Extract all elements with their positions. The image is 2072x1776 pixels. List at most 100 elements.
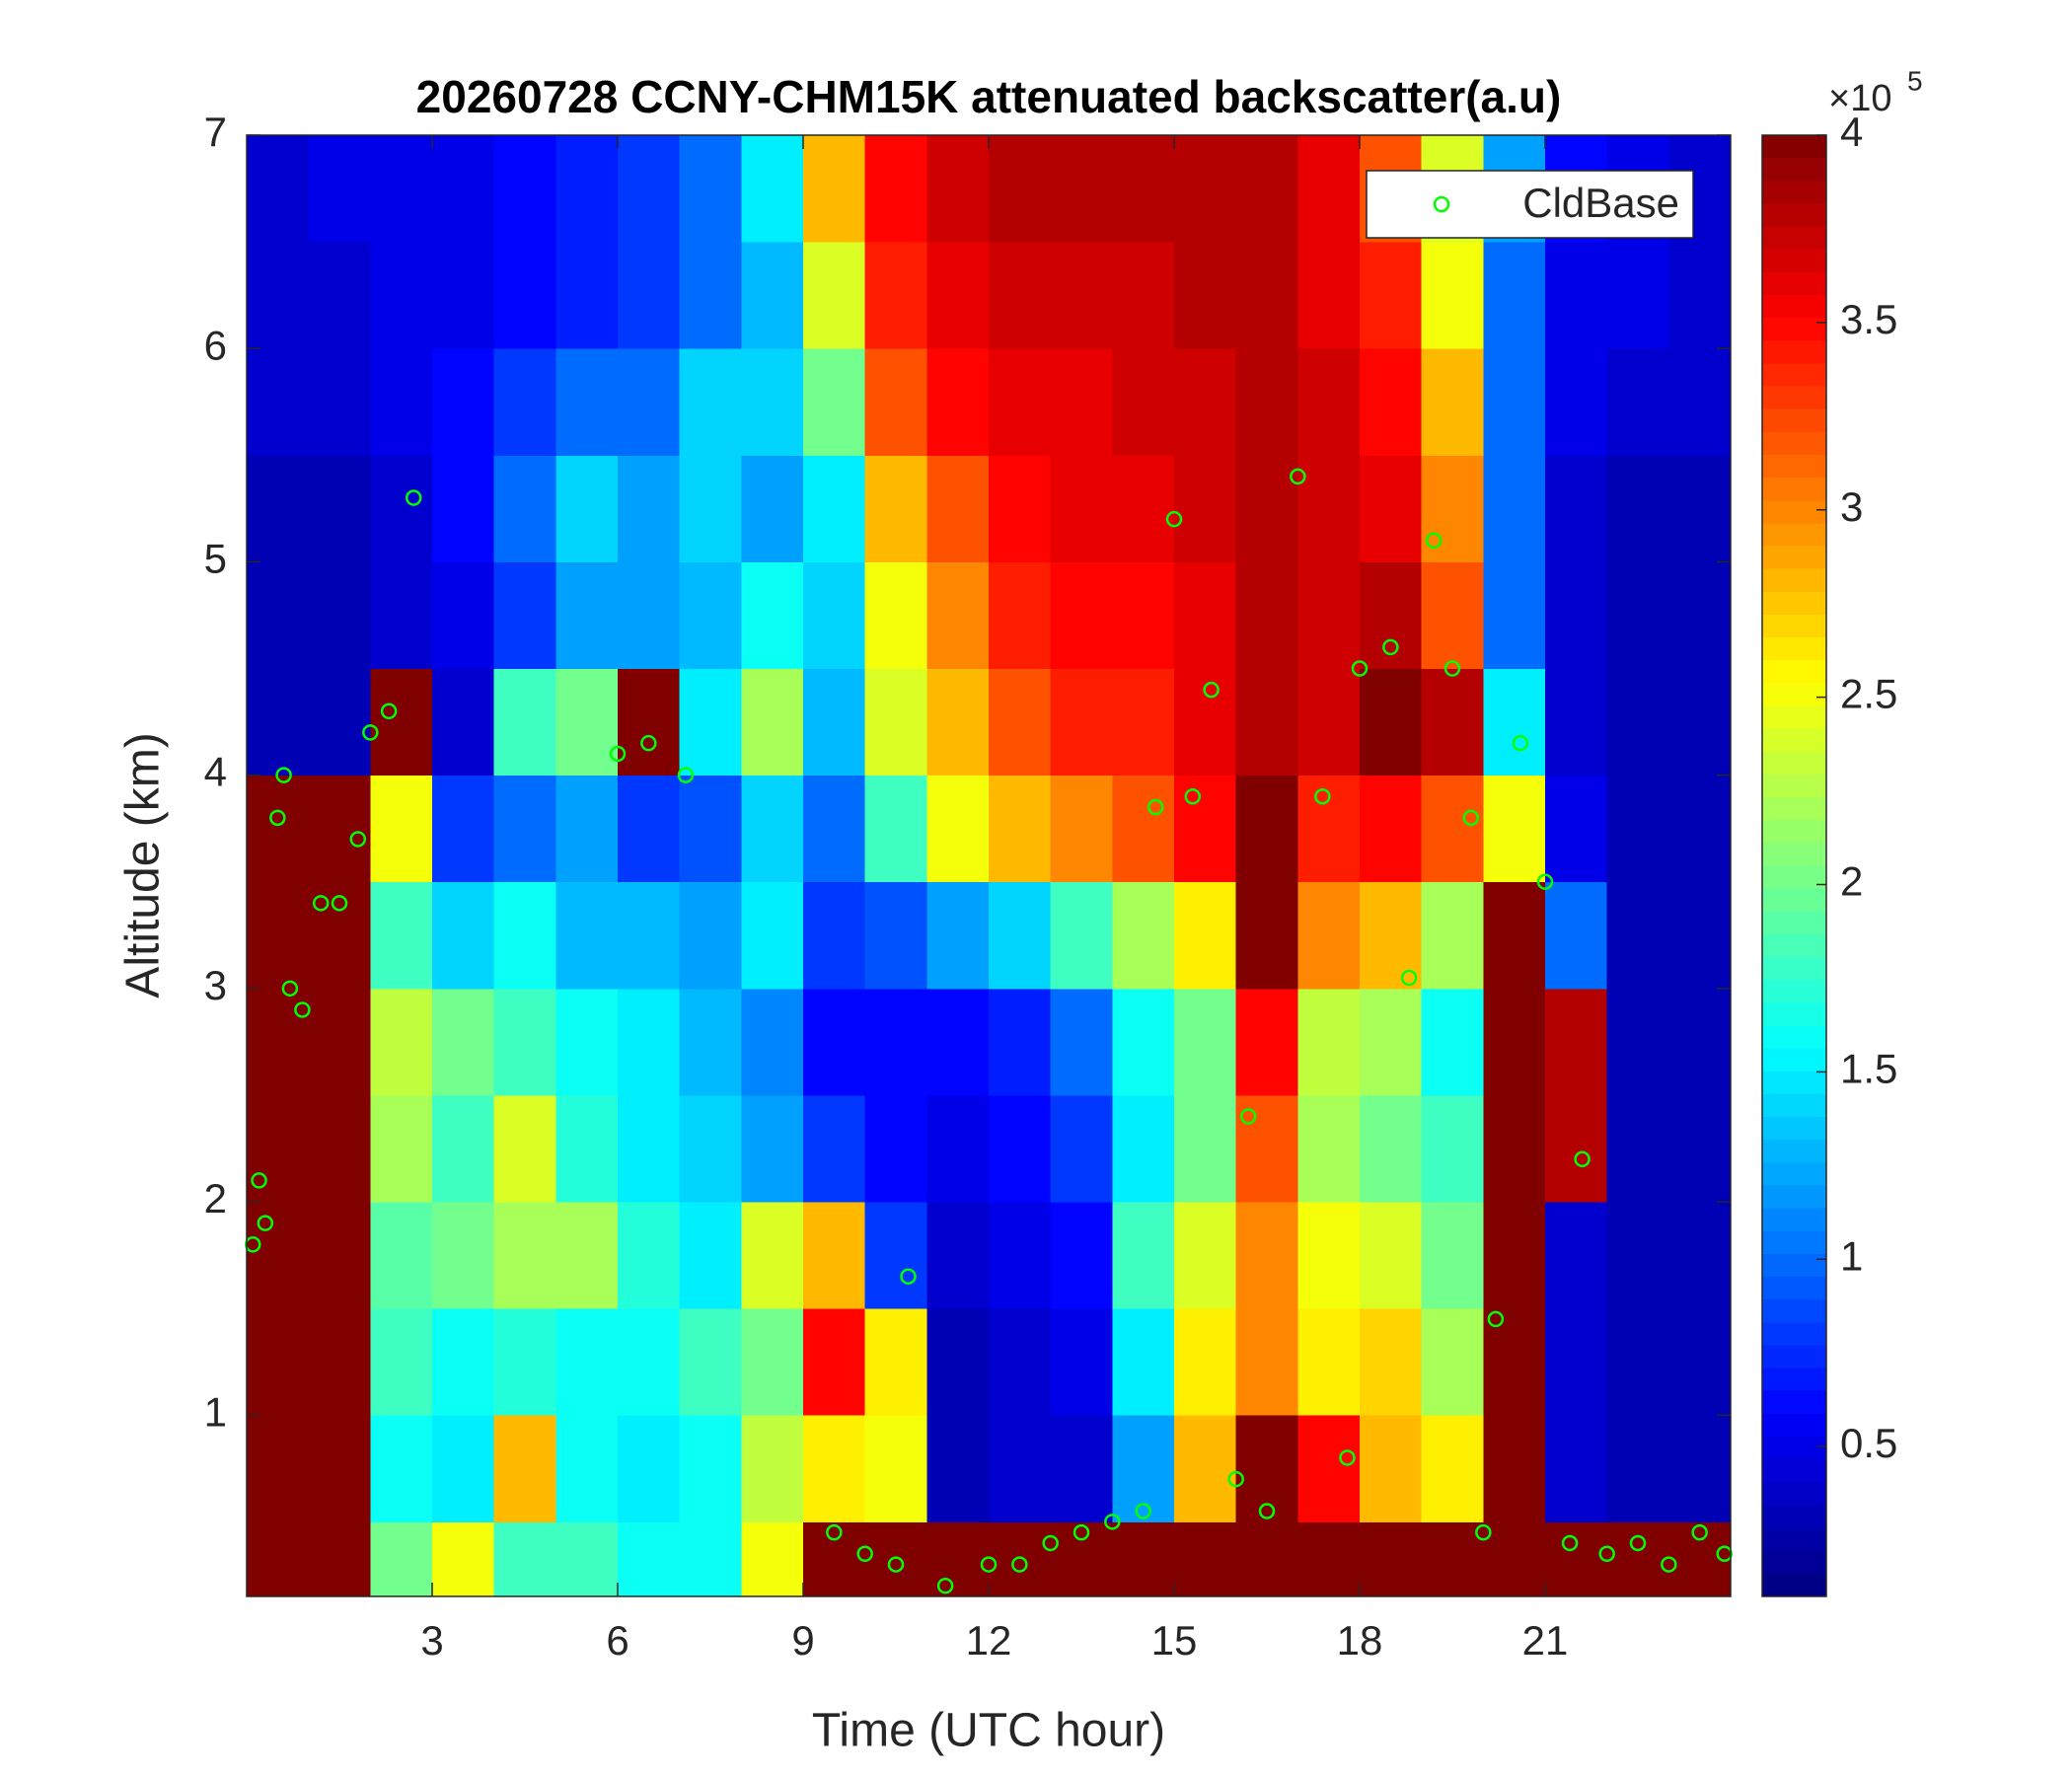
heatmap-cell (1112, 561, 1175, 670)
cloud-base-point (1661, 1556, 1677, 1573)
colorbar-swatch (1762, 454, 1826, 479)
heatmap-cell (1606, 1521, 1669, 1597)
heatmap-cell (679, 775, 742, 883)
y-axis-label: Altitude (km) (117, 732, 170, 998)
heatmap-cell (432, 1308, 495, 1416)
heatmap-cell (1545, 881, 1608, 990)
heatmap-cell (1112, 988, 1175, 1096)
colorbar-swatch (1762, 751, 1826, 776)
colorbar-swatch (1762, 774, 1826, 798)
heatmap-cell (1483, 881, 1546, 990)
heatmap-cell (864, 561, 927, 670)
heatmap-cell (1050, 1202, 1113, 1309)
colorbar-exponent: 5 (1907, 65, 1923, 96)
colorbar-tick-label: 0.5 (1840, 1420, 1897, 1466)
heatmap-cell (1297, 1415, 1361, 1522)
cloud-base-point (1147, 798, 1164, 816)
colorbar-swatch (1762, 1208, 1826, 1232)
heatmap-cell (1545, 1521, 1608, 1597)
colorbar-swatch (1762, 135, 1826, 159)
cloud-base-point (257, 1215, 274, 1231)
heatmap-cell (679, 348, 742, 456)
heatmap-cell (864, 1415, 927, 1522)
colorbar-swatch (1762, 957, 1826, 981)
heatmap-cell (1112, 1521, 1175, 1597)
colorbar-swatch (1762, 1071, 1826, 1095)
heatmap-cell (679, 988, 742, 1096)
cloud-base-point (1073, 1523, 1090, 1541)
heatmap-cell (679, 668, 742, 777)
heatmap-cell (432, 455, 495, 562)
heatmap-cell (1050, 135, 1113, 243)
heatmap-cell (1545, 988, 1608, 1096)
heatmap-cell (1297, 1202, 1361, 1309)
heatmap-cell (1360, 1094, 1423, 1203)
heatmap-cell (803, 135, 866, 243)
heatmap-cell (989, 1094, 1052, 1203)
heatmap-cell (1174, 988, 1237, 1096)
heatmap-cell (926, 1094, 990, 1203)
cloud-base-point (331, 895, 348, 912)
heatmap-cell (1606, 1308, 1669, 1416)
heatmap-cell (989, 1415, 1052, 1522)
heatmap-cell (618, 242, 681, 349)
cloud-base-point (1227, 1470, 1244, 1488)
heatmap-cell (1668, 1094, 1732, 1203)
colorbar-multiplier: ×10 (1828, 78, 1891, 119)
heatmap-cell (247, 1521, 310, 1597)
heatmap-cell (1297, 242, 1361, 349)
cloud-base-point (362, 724, 379, 741)
colorbar-swatch (1762, 1437, 1826, 1460)
heatmap-cell (1174, 561, 1237, 670)
heatmap-cell (864, 242, 927, 349)
heatmap-cell (555, 1415, 619, 1522)
heatmap-cell (1545, 242, 1608, 349)
heatmap-cell (1112, 1202, 1175, 1309)
heatmap-cell (247, 775, 310, 883)
heatmap-cell (432, 561, 495, 670)
heatmap-cell (1668, 1202, 1732, 1309)
heatmap-cell (1297, 1308, 1361, 1416)
heatmap-cell (432, 881, 495, 990)
heatmap-cell (1174, 1521, 1237, 1597)
heatmap-cell (1050, 1308, 1113, 1416)
heatmap-cell (989, 988, 1052, 1096)
heatmap-cell (1235, 1202, 1298, 1309)
heatmap-cell (1606, 988, 1669, 1096)
heatmap-cell (1112, 1308, 1175, 1416)
heatmap-cell (1545, 455, 1608, 562)
heatmap-cell (1235, 135, 1298, 243)
cloud-base-point (1042, 1534, 1059, 1552)
colorbar-tick-label: 1 (1840, 1232, 1863, 1279)
heatmap-cell (1360, 1202, 1423, 1309)
heatmap-cell (370, 1094, 433, 1203)
heatmap-cell (618, 1415, 681, 1522)
colorbar-swatch (1762, 1140, 1826, 1163)
cloud-base-point (1536, 873, 1554, 890)
heatmap-cell (1483, 988, 1546, 1096)
heatmap-cell (1235, 561, 1298, 670)
cloud-base-point (1443, 660, 1461, 677)
heatmap-cell (741, 1202, 804, 1309)
heatmap-cell (247, 1308, 310, 1416)
heatmap-cell (1545, 348, 1608, 456)
colorbar-swatch (1762, 226, 1826, 251)
heatmap-cell (370, 1202, 433, 1309)
colorbar-swatch (1762, 1299, 1826, 1323)
heatmap-cell (926, 348, 990, 456)
heatmap-cell (926, 881, 990, 990)
heatmap-cell (741, 775, 804, 883)
colorbar-swatch (1762, 660, 1826, 684)
cloud-base-point (1135, 1503, 1151, 1519)
heatmap-cell (493, 1094, 556, 1203)
heatmap-cell (1050, 242, 1113, 349)
colorbar-swatch (1762, 683, 1826, 707)
heatmap-cell (1050, 668, 1113, 777)
cloud-base-point (1629, 1534, 1647, 1552)
heatmap-cell (1421, 1415, 1484, 1522)
colorbar-tick-label: 1.5 (1840, 1045, 1897, 1091)
heatmap-cell (864, 1202, 927, 1309)
heatmap-cell (1668, 455, 1732, 562)
heatmap-cell (803, 242, 866, 349)
heatmap-cell (618, 775, 681, 883)
